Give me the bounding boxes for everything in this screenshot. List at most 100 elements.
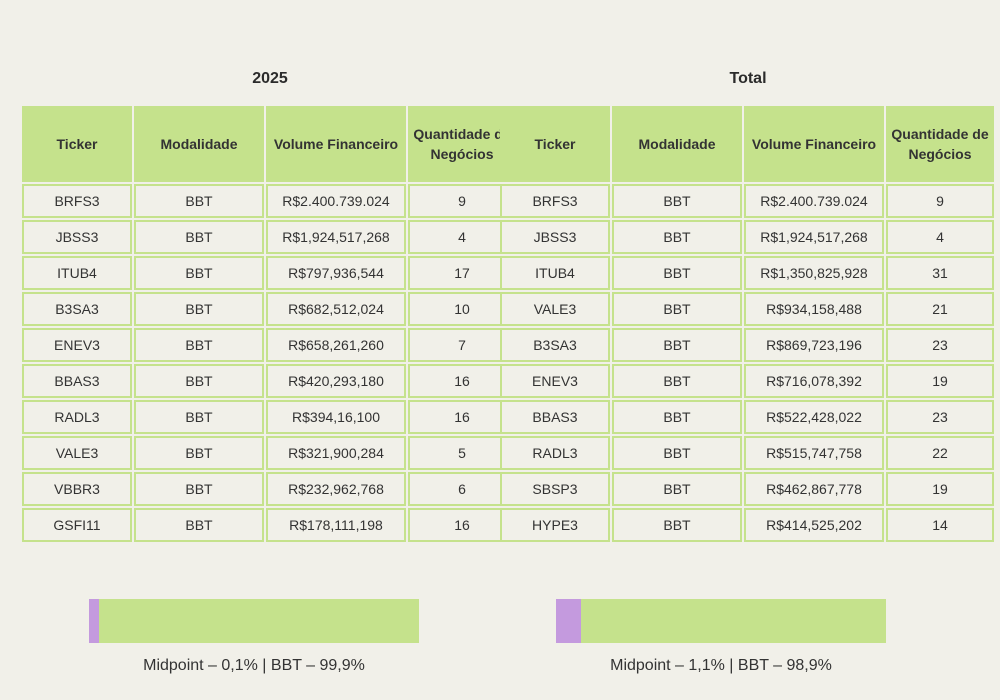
table-row: B3SA3 BBT R$869,723,196 23 xyxy=(500,328,994,362)
cell-modalidade: BBT xyxy=(134,472,264,506)
cell-modalidade: BBT xyxy=(612,292,742,326)
cell-quantidade: 19 xyxy=(886,472,994,506)
cell-quantidade: 22 xyxy=(886,436,994,470)
cell-volume: R$321,900,284 xyxy=(266,436,406,470)
cell-quantidade: 10 xyxy=(408,292,516,326)
cell-ticker: VALE3 xyxy=(22,436,132,470)
panel-title: Total xyxy=(729,70,767,87)
cell-modalidade: BBT xyxy=(612,400,742,434)
cell-volume: R$716,078,392 xyxy=(744,364,884,398)
cell-volume: R$462,867,778 xyxy=(744,472,884,506)
table-row: HYPE3 BBT R$414,525,202 14 xyxy=(500,508,994,542)
cell-ticker: ENEV3 xyxy=(500,364,610,398)
table-row: B3SA3 BBT R$682,512,024 10 xyxy=(22,292,516,326)
header-row: Ticker Modalidade Volume Financeiro Quan… xyxy=(500,106,994,182)
cell-quantidade: 16 xyxy=(408,364,516,398)
cell-modalidade: BBT xyxy=(134,328,264,362)
cell-modalidade: BBT xyxy=(612,508,742,542)
table-row: BRFS3 BBT R$2.400.739.024 9 xyxy=(500,184,994,218)
cell-volume: R$414,525,202 xyxy=(744,508,884,542)
header-volume: Volume Financeiro xyxy=(266,106,406,182)
table-row: BRFS3 BBT R$2.400.739.024 9 xyxy=(22,184,516,218)
cell-quantidade: 16 xyxy=(408,508,516,542)
cell-modalidade: BBT xyxy=(612,364,742,398)
table-row: SBSP3 BBT R$462,867,778 19 xyxy=(500,472,994,506)
cell-modalidade: BBT xyxy=(134,400,264,434)
header-modalidade: Modalidade xyxy=(612,106,742,182)
cell-ticker: JBSS3 xyxy=(500,220,610,254)
cell-modalidade: BBT xyxy=(612,220,742,254)
cell-ticker: VALE3 xyxy=(500,292,610,326)
cell-ticker: VBBR3 xyxy=(22,472,132,506)
cell-modalidade: BBT xyxy=(134,364,264,398)
midpoint-segment xyxy=(89,599,99,643)
cell-ticker: BBAS3 xyxy=(22,364,132,398)
trades-table-2025: Ticker Modalidade Volume Financeiro Quan… xyxy=(20,104,518,544)
cell-ticker: ENEV3 xyxy=(22,328,132,362)
cell-volume: R$178,111,198 xyxy=(266,508,406,542)
header-modalidade: Modalidade xyxy=(134,106,264,182)
header-ticker: Ticker xyxy=(22,106,132,182)
table-row: JBSS3 BBT R$1,924,517,268 4 xyxy=(500,220,994,254)
cell-volume: R$420,293,180 xyxy=(266,364,406,398)
cell-volume: R$394,16,100 xyxy=(266,400,406,434)
table-row: RADL3 BBT R$394,16,100 16 xyxy=(22,400,516,434)
table-row: VALE3 BBT R$934,158,488 21 xyxy=(500,292,994,326)
table-row: VBBR3 BBT R$232,962,768 6 xyxy=(22,472,516,506)
cell-modalidade: BBT xyxy=(134,508,264,542)
trades-table-total: Ticker Modalidade Volume Financeiro Quan… xyxy=(498,104,996,544)
panel-total: Total Ticker Modalidade Volume Financeir… xyxy=(500,68,996,544)
cell-volume: R$2.400.739.024 xyxy=(266,184,406,218)
cell-modalidade: BBT xyxy=(134,256,264,290)
header-ticker: Ticker xyxy=(500,106,610,182)
cell-modalidade: BBT xyxy=(134,220,264,254)
panel-2025: 2025 Ticker Modalidade Volume Financeiro… xyxy=(22,68,518,544)
panel-title: 2025 xyxy=(252,70,288,87)
midpoint-segment xyxy=(556,599,582,643)
cell-ticker: SBSP3 xyxy=(500,472,610,506)
cell-quantidade: 31 xyxy=(886,256,994,290)
cell-ticker: RADL3 xyxy=(22,400,132,434)
table-row: ENEV3 BBT R$716,078,392 19 xyxy=(500,364,994,398)
header-volume: Volume Financeiro xyxy=(744,106,884,182)
cell-modalidade: BBT xyxy=(612,436,742,470)
cell-volume: R$515,747,758 xyxy=(744,436,884,470)
cell-quantidade: 7 xyxy=(408,328,516,362)
table-row: ENEV3 BBT R$658,261,260 7 xyxy=(22,328,516,362)
table-row: BBAS3 BBT R$522,428,022 23 xyxy=(500,400,994,434)
cell-modalidade: BBT xyxy=(134,292,264,326)
header-quantidade: Quantidade de Negócios xyxy=(886,106,994,182)
cell-quantidade: 19 xyxy=(886,364,994,398)
cell-volume: R$1,350,825,928 xyxy=(744,256,884,290)
cell-volume: R$797,936,544 xyxy=(266,256,406,290)
cell-volume: R$658,261,260 xyxy=(266,328,406,362)
table-row: VALE3 BBT R$321,900,284 5 xyxy=(22,436,516,470)
cell-quantidade: 4 xyxy=(886,220,994,254)
table-row: ITUB4 BBT R$1,350,825,928 31 xyxy=(500,256,994,290)
cell-modalidade: BBT xyxy=(134,436,264,470)
share-bar-2025 xyxy=(89,599,419,643)
cell-ticker: HYPE3 xyxy=(500,508,610,542)
cell-modalidade: BBT xyxy=(134,184,264,218)
cell-quantidade: 9 xyxy=(886,184,994,218)
cell-quantidade: 14 xyxy=(886,508,994,542)
table-row: GSFI11 BBT R$178,111,198 16 xyxy=(22,508,516,542)
table-row: ITUB4 BBT R$797,936,544 17 xyxy=(22,256,516,290)
cell-modalidade: BBT xyxy=(612,256,742,290)
cell-quantidade: 17 xyxy=(408,256,516,290)
cell-volume: R$1,924,517,268 xyxy=(744,220,884,254)
share-bar-total xyxy=(556,599,886,643)
cell-ticker: ITUB4 xyxy=(500,256,610,290)
cell-quantidade: 4 xyxy=(408,220,516,254)
cell-ticker: B3SA3 xyxy=(500,328,610,362)
share-caption-2025: Midpoint – 0,1% | BBT – 99,9% xyxy=(143,657,365,674)
cell-modalidade: BBT xyxy=(612,184,742,218)
cell-quantidade: 5 xyxy=(408,436,516,470)
cell-ticker: JBSS3 xyxy=(22,220,132,254)
cell-ticker: BRFS3 xyxy=(22,184,132,218)
header-quantidade: Quantidade de Negócios xyxy=(408,106,516,182)
cell-ticker: BBAS3 xyxy=(500,400,610,434)
cell-volume: R$522,428,022 xyxy=(744,400,884,434)
cell-ticker: BRFS3 xyxy=(500,184,610,218)
header-row: Ticker Modalidade Volume Financeiro Quan… xyxy=(22,106,516,182)
